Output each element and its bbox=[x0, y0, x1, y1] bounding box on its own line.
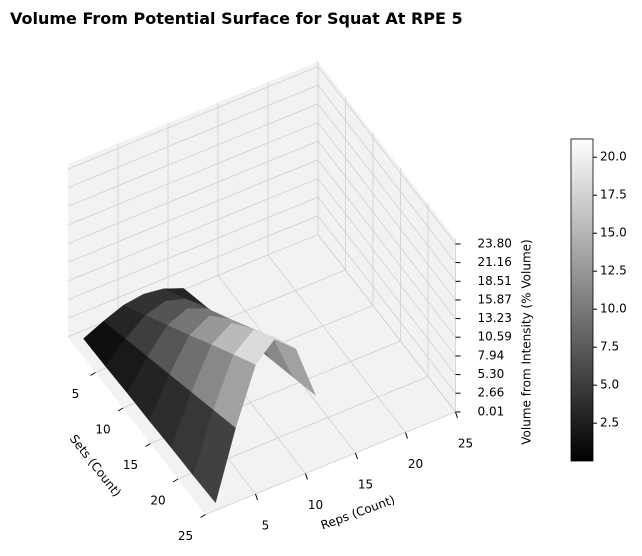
x-tick-label: 25 bbox=[178, 529, 193, 543]
y-tick-label: 25 bbox=[458, 437, 473, 451]
x-axis-label: Sets (Count) bbox=[67, 432, 124, 500]
y-tick bbox=[355, 452, 358, 460]
z-tick-label: 18.51 bbox=[478, 274, 512, 288]
grid-line bbox=[67, 196, 456, 375]
z-tick-label: 23.80 bbox=[478, 236, 512, 250]
grid-line bbox=[67, 84, 456, 263]
y-tick-label: 10 bbox=[308, 498, 323, 512]
z-tick-label: 2.66 bbox=[478, 386, 505, 400]
y-axis-label: Reps (Count) bbox=[319, 493, 397, 533]
z-tick-label: 5.30 bbox=[478, 367, 505, 381]
chart-title: Volume From Potential Surface for Squat … bbox=[10, 9, 463, 28]
x-tick bbox=[172, 478, 179, 483]
y-tick-label: 5 bbox=[262, 519, 270, 533]
colorbar-tick-label: 17.5 bbox=[600, 188, 627, 202]
z-tick-label: 0.01 bbox=[478, 404, 505, 418]
y-tick bbox=[305, 473, 308, 480]
x-tick-label: 15 bbox=[123, 458, 138, 472]
x-tick-label: 5 bbox=[72, 387, 80, 401]
grid-line bbox=[67, 159, 456, 338]
colorbar bbox=[570, 138, 594, 462]
z-tick-label: 10.59 bbox=[478, 330, 512, 344]
grid-line bbox=[67, 215, 456, 394]
x-tick bbox=[145, 443, 151, 447]
x-tick-label: 20 bbox=[150, 494, 165, 508]
colorbar-tick-label: 10.0 bbox=[600, 302, 627, 316]
surface bbox=[83, 288, 316, 504]
back-pane bbox=[68, 61, 318, 337]
y-tick bbox=[455, 411, 458, 419]
z-tick-label: 13.23 bbox=[478, 311, 512, 325]
panes bbox=[67, 61, 456, 515]
colorbar-tick-label: 5.0 bbox=[600, 378, 619, 392]
y-tick bbox=[255, 493, 258, 501]
colorbar-tick-label: 2.5 bbox=[600, 416, 619, 430]
colorbar-tick-label: 12.5 bbox=[600, 264, 627, 278]
grid-line bbox=[67, 121, 456, 301]
grid-line bbox=[67, 103, 456, 282]
grid-line bbox=[67, 177, 456, 357]
colorbar-tick-label: 15.0 bbox=[600, 226, 627, 240]
z-tick-label: 21.16 bbox=[478, 255, 512, 269]
x-tick bbox=[200, 514, 206, 518]
y-tick-label: 20 bbox=[408, 457, 423, 471]
grid-line bbox=[67, 65, 456, 245]
x-tick bbox=[117, 407, 124, 412]
z-axis-label: Volume from Intensity (% Volume) bbox=[520, 239, 534, 444]
z-tick-label: 7.94 bbox=[478, 348, 505, 362]
y-tick bbox=[405, 432, 408, 439]
x-tick bbox=[90, 372, 96, 376]
grid-line bbox=[67, 140, 456, 319]
side-pane bbox=[318, 61, 456, 412]
surface-cell bbox=[193, 409, 236, 504]
colorbar-tick-label: 20.0 bbox=[600, 150, 627, 164]
z-tick-label: 15.87 bbox=[478, 292, 512, 306]
y-tick-label: 15 bbox=[358, 478, 373, 492]
labels: 5 10 15 20 25 5 10 15 20 25 0.01 2.66 5.30 7.94 10.59 1… bbox=[72, 236, 512, 543]
colorbar-tick-label: 7.5 bbox=[600, 340, 619, 354]
x-tick-label: 10 bbox=[95, 423, 110, 437]
